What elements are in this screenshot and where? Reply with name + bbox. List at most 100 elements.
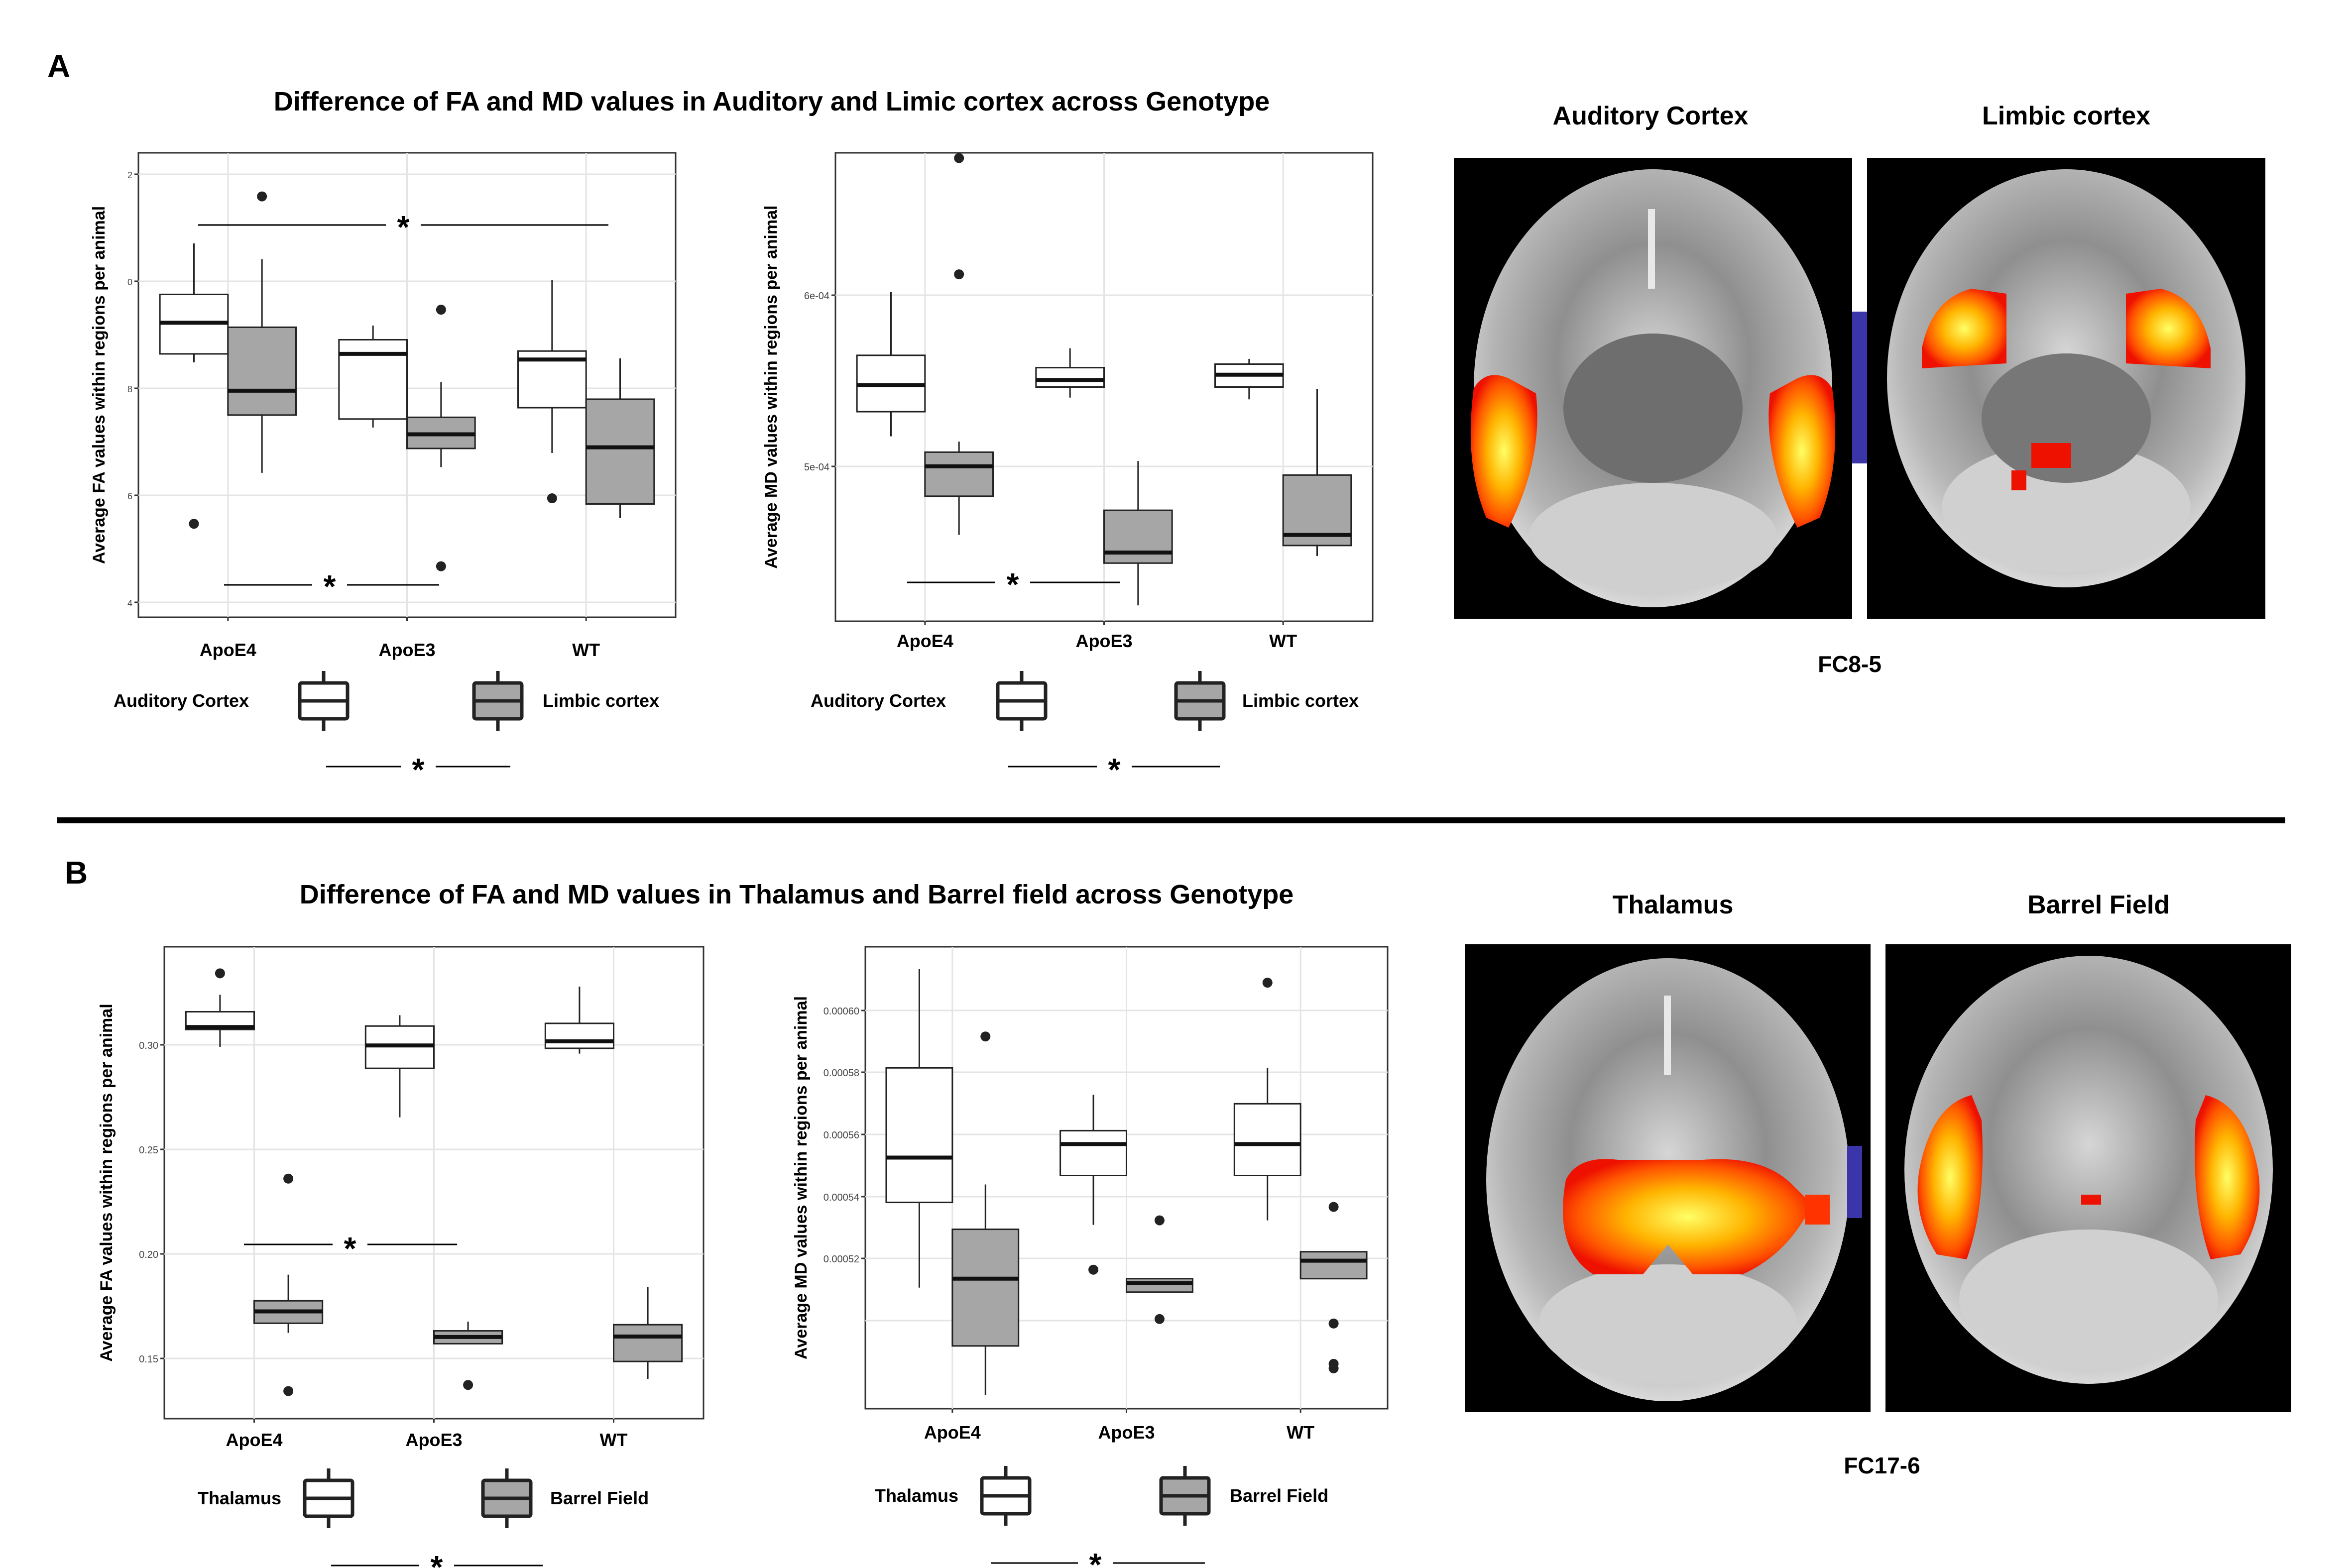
y-tick-label: 0.00054 (823, 1192, 859, 1203)
box-iqr (1126, 1278, 1193, 1293)
y-tick-label: 0.20 (139, 1249, 158, 1260)
chart-2: 6e-04 5e-04 Average MD values within regio… (762, 152, 1374, 787)
box-auditory-cortex (517, 280, 587, 504)
legend-label: Thalamus (875, 1485, 958, 1506)
charts: 2 0 8 6 4 Average FA values within regions pe… (90, 152, 1389, 1568)
x-tick-label: ApoE3 (405, 1430, 462, 1450)
significance-star: * (344, 1231, 356, 1266)
x-tick-label: WT (572, 640, 600, 660)
box-iqr (227, 326, 297, 416)
box-barrel-field (1299, 1202, 1368, 1373)
box-limbic-cortex (585, 358, 655, 518)
outlier-point (189, 519, 199, 529)
image-caption-a: FC8-5 (1818, 651, 1882, 677)
box-iqr (1233, 1103, 1301, 1176)
outlier-point (980, 1031, 991, 1042)
box-auditory-cortex (1035, 348, 1105, 398)
outlier-point (954, 153, 964, 163)
outlier-point (283, 1386, 294, 1396)
image-title-thalamus: Thalamus (1613, 891, 1734, 919)
outlier-point (463, 1380, 473, 1390)
significance-star: * (397, 209, 410, 245)
box-barrel-field (613, 1287, 683, 1379)
image-title-auditory: Auditory Cortex (1553, 102, 1749, 130)
significance-star: * (1089, 1547, 1102, 1568)
x-tick-label: ApoE4 (226, 1430, 282, 1450)
box-iqr (338, 338, 408, 420)
y-axis-label: Average FA values within regions per ani… (97, 1004, 116, 1361)
outlier-point (1328, 1202, 1339, 1212)
chart-4: 0.00060 0.00058 0.00056 0.00054 0.00052 Avera… (792, 946, 1389, 1568)
box-limbic-cortex (1282, 389, 1352, 557)
box-barrel-field (1126, 1215, 1193, 1324)
outlier-point (547, 493, 557, 504)
y-tick-label: 8 (127, 384, 132, 394)
box-iqr (951, 1229, 1020, 1347)
outlier-point (436, 561, 446, 571)
x-tick-label: WT (1287, 1422, 1314, 1443)
outlier-point (1328, 1318, 1339, 1329)
legend-label: Limbic cortex (1242, 690, 1359, 711)
outlier-point (1088, 1264, 1099, 1275)
significance-star: * (412, 752, 425, 787)
x-tick-label: WT (600, 1430, 628, 1450)
brain-slice-limbic (1867, 158, 2265, 619)
box-thalamus (544, 987, 614, 1054)
legend-label: Thalamus (198, 1488, 281, 1508)
significance-star: * (1108, 752, 1121, 787)
brain-slice-thalamus (1465, 944, 1871, 1412)
outlier-point (436, 305, 446, 315)
box-limbic-cortex (1103, 461, 1173, 606)
box-limbic-cortex (924, 153, 994, 535)
panel-a-title: Difference of FA and MD values in Audito… (274, 87, 1270, 116)
panel-b-title: Difference of FA and MD values in Thalam… (300, 880, 1294, 909)
box-auditory-cortex (856, 292, 926, 437)
y-tick-label: 0 (127, 277, 132, 287)
brain-slice-auditory (1454, 158, 1852, 619)
outlier-point (1154, 1215, 1165, 1226)
chart-1: 2 0 8 6 4 Average FA values within regions pe… (90, 152, 677, 787)
significance-star: * (431, 1549, 443, 1568)
legend-label: Barrel Field (1230, 1485, 1328, 1506)
colorbar-b (1847, 1146, 1862, 1218)
chart-3: 0.30 0.25 0.20 0.15 Average FA values within… (97, 946, 705, 1568)
legend: Thalamus Barrel Field (198, 1468, 649, 1528)
image-title-limbic: Limbic cortex (1982, 102, 2150, 130)
panel-b-letter: B (65, 855, 88, 891)
box-limbic-cortex (406, 305, 476, 571)
y-tick-label: 4 (127, 598, 132, 608)
y-tick-label: 0.00052 (823, 1254, 859, 1265)
box-barrel-field (433, 1322, 503, 1390)
box-thalamus (185, 968, 255, 1047)
y-tick-label: 0.25 (139, 1145, 158, 1156)
box-limbic-cortex (227, 191, 297, 473)
legend-label: Auditory Cortex (811, 690, 946, 711)
box-iqr (924, 451, 994, 497)
box-iqr (885, 1067, 953, 1204)
y-axis-label: Average FA values within regions per ani… (90, 206, 109, 564)
box-auditory-cortex (1214, 358, 1284, 400)
x-tick-label: ApoE4 (897, 631, 953, 651)
y-tick-label: 0.30 (139, 1040, 158, 1051)
y-tick-label: 0.00056 (823, 1130, 859, 1141)
box-thalamus (364, 1015, 435, 1118)
box-auditory-cortex (159, 243, 229, 529)
image-title-barrel: Barrel Field (2027, 891, 2170, 919)
box-iqr (1059, 1129, 1128, 1176)
legend: Thalamus Barrel Field (875, 1466, 1328, 1526)
colorbar-a (1852, 312, 1867, 463)
brain-images-a: Auditory Cortex Limbic cortex FC8-5 (1454, 102, 2265, 677)
y-tick-label: 5e-04 (804, 462, 829, 473)
brain-images-b: Thalamus Barrel Field FC17-6 (1465, 891, 2291, 1478)
brain-slice-barrel (1885, 944, 2291, 1412)
outlier-point (1328, 1363, 1339, 1373)
y-tick-label: 0.00058 (823, 1068, 859, 1079)
x-tick-label: ApoE3 (1098, 1422, 1155, 1443)
box-iqr (1299, 1251, 1368, 1280)
x-tick-label: ApoE3 (378, 640, 435, 660)
legend-label: Limbic cortex (543, 690, 659, 711)
panel-a-letter: A (47, 48, 70, 84)
box-thalamus (1233, 978, 1301, 1221)
x-tick-label: ApoE4 (924, 1422, 981, 1443)
